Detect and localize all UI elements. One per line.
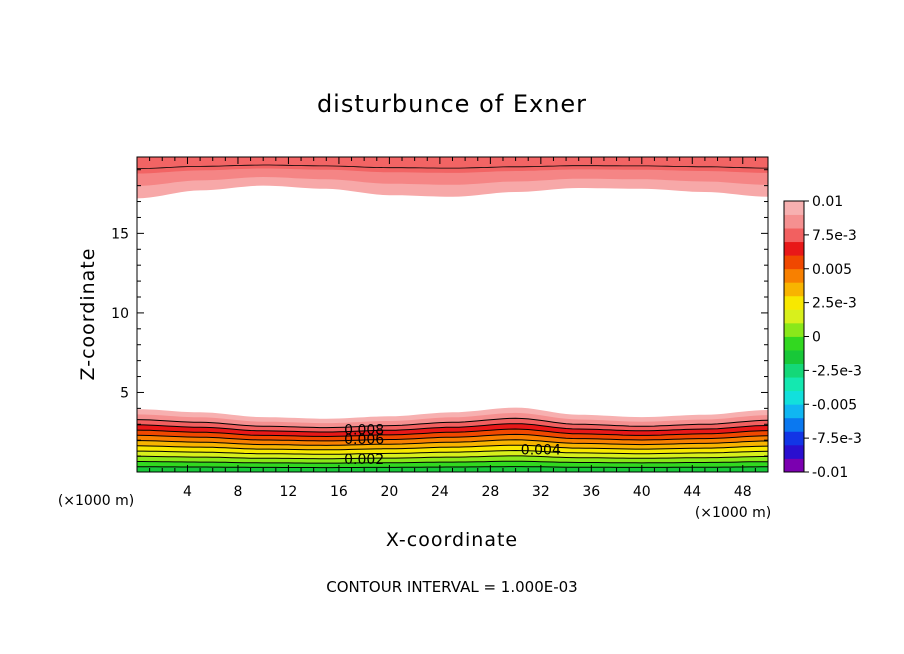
colorbar-swatch xyxy=(784,404,804,419)
colorbar-label: 0 xyxy=(812,330,821,346)
contour-line xyxy=(137,423,768,433)
contour-fill xyxy=(137,157,768,472)
x-tick-label: 28 xyxy=(481,484,499,500)
y-tick-label: 10 xyxy=(111,306,129,322)
colorbar-label: -0.01 xyxy=(812,465,848,481)
x-tick-label: 12 xyxy=(280,484,298,500)
colorbar-swatch xyxy=(784,255,804,270)
colorbar-label: 7.5e-3 xyxy=(812,228,857,244)
colorbar-label: 2.5e-3 xyxy=(812,296,857,312)
colorbar-swatch xyxy=(784,390,804,405)
contour-line xyxy=(137,455,768,460)
colorbar-swatch xyxy=(784,241,804,256)
x-tick-label: 44 xyxy=(683,484,701,500)
colorbar-swatch xyxy=(784,417,804,432)
x-tick-label: 24 xyxy=(431,484,449,500)
contour-line xyxy=(137,460,768,464)
colorbar-swatch xyxy=(784,214,804,229)
y-unit-label: (×1000 m) xyxy=(58,493,134,509)
colorbar-swatch xyxy=(784,295,804,310)
colorbar-label: -0.005 xyxy=(812,397,857,413)
contour-line xyxy=(137,444,768,451)
colorbar-swatch xyxy=(784,377,804,392)
contour-line xyxy=(137,439,768,446)
chart-title: disturbunce of Exner xyxy=(317,90,587,118)
contour-line xyxy=(137,449,768,455)
colorbar-swatch xyxy=(784,201,804,215)
colorbar-swatch xyxy=(784,444,804,459)
colorbar-swatch xyxy=(784,228,804,243)
colorbar-swatch xyxy=(784,431,804,446)
colorbar-swatch xyxy=(784,268,804,283)
x-tick-label: 40 xyxy=(633,484,651,500)
colorbar-swatch xyxy=(784,363,804,378)
x-unit-label: (×1000 m) xyxy=(695,505,771,521)
contour-label: 0.002 xyxy=(344,452,384,468)
colorbar-swatch xyxy=(784,282,804,297)
contour-line xyxy=(137,417,768,429)
contour-line xyxy=(137,433,768,442)
y-axis-label: Z-coordinate xyxy=(77,248,99,381)
x-tick-label: 32 xyxy=(532,484,550,500)
colorbar-swatch xyxy=(784,309,804,324)
x-tick-label: 48 xyxy=(734,484,752,500)
colorbar-label: -7.5e-3 xyxy=(812,431,862,447)
x-axis-label: X-coordinate xyxy=(386,529,518,551)
contour-label: 0.004 xyxy=(521,442,561,458)
colorbar-label: 0.005 xyxy=(812,262,852,278)
x-tick-label: 4 xyxy=(183,484,192,500)
colorbar-swatch xyxy=(784,350,804,364)
contour-line xyxy=(137,428,768,438)
x-tick-label: 36 xyxy=(582,484,600,500)
contour-interval-note: CONTOUR INTERVAL = 1.000E-03 xyxy=(326,578,577,596)
colorbar-swatch xyxy=(784,322,804,337)
colorbar: 0.01 7.5e-3 0.005 2.5e-3 0 -2.5e-3 -0.005 -7.5e… xyxy=(783,194,862,481)
colorbar-label: 0.01 xyxy=(812,194,843,210)
upper-band xyxy=(137,157,768,174)
x-tick-label: 8 xyxy=(233,484,242,500)
contour-line xyxy=(137,164,768,169)
contour-label: 0.006 xyxy=(344,432,384,448)
colorbar-swatch xyxy=(784,336,804,351)
y-tick-label: 5 xyxy=(120,385,129,401)
contour-line xyxy=(137,466,768,469)
colorbar-swatch xyxy=(784,458,804,473)
contour-label: 0.008 xyxy=(344,422,384,438)
y-tick-label: 15 xyxy=(111,226,129,242)
x-tick-label: 20 xyxy=(380,484,398,500)
x-tick-label: 16 xyxy=(330,484,348,500)
colorbar-label: -2.5e-3 xyxy=(812,363,862,379)
